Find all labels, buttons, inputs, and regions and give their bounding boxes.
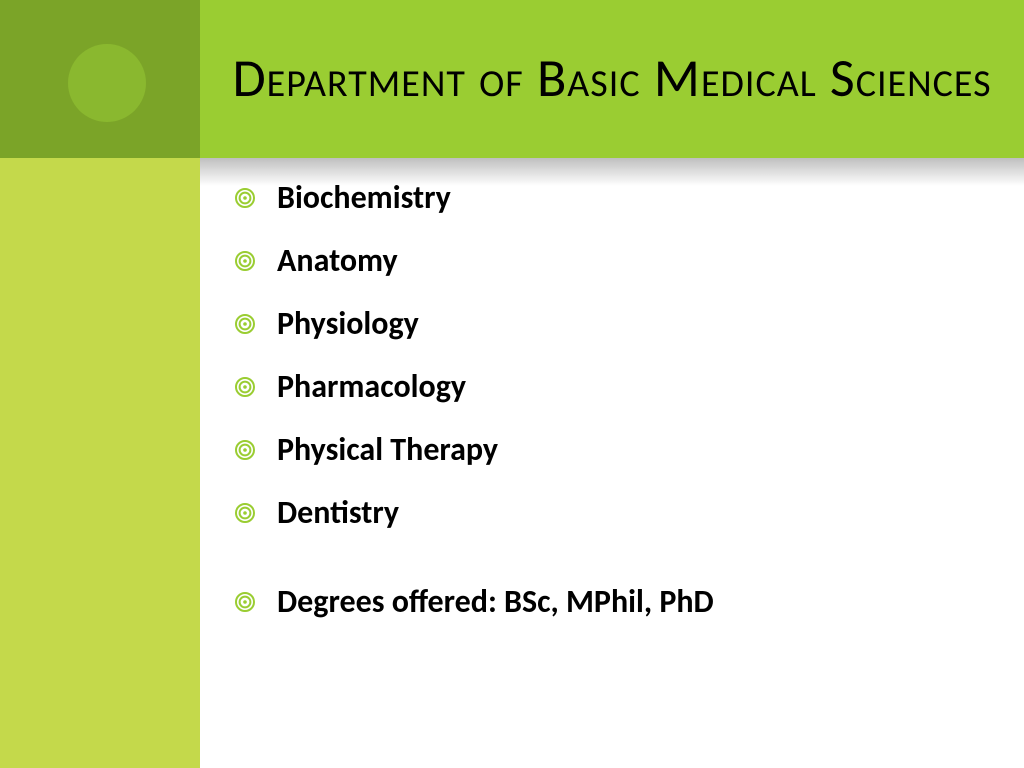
list-item: Degrees offered: BSc, MPhil, PhD — [235, 582, 1005, 621]
target-bullet-icon — [235, 314, 255, 334]
list-item: Biochemistry — [235, 178, 1005, 217]
list-item-label: Physical Therapy — [277, 430, 498, 469]
target-bullet-icon — [235, 251, 255, 271]
content-list: Biochemistry Anatomy Physiology Pharmacolog… — [235, 178, 1005, 645]
list-item: Physical Therapy — [235, 430, 1005, 469]
target-bullet-icon — [235, 440, 255, 460]
list-item-label: Physiology — [277, 304, 419, 343]
list-item: Physiology — [235, 304, 1005, 343]
corner-circle-decoration — [68, 44, 146, 122]
list-item: Pharmacology — [235, 367, 1005, 406]
list-item-label: Biochemistry — [277, 178, 451, 217]
target-bullet-icon — [235, 503, 255, 523]
list-item-label: Degrees offered: BSc, MPhil, PhD — [277, 582, 714, 621]
slide-title: Department of Basic Medical Sciences — [200, 0, 1024, 158]
target-bullet-icon — [235, 377, 255, 397]
list-item-label: Anatomy — [277, 241, 398, 280]
list-item: Anatomy — [235, 241, 1005, 280]
sidebar-panel — [0, 158, 200, 768]
list-item-label: Pharmacology — [277, 367, 466, 406]
list-item: Dentistry — [235, 493, 1005, 532]
list-item-label: Dentistry — [277, 493, 399, 532]
target-bullet-icon — [235, 592, 255, 612]
target-bullet-icon — [235, 188, 255, 208]
